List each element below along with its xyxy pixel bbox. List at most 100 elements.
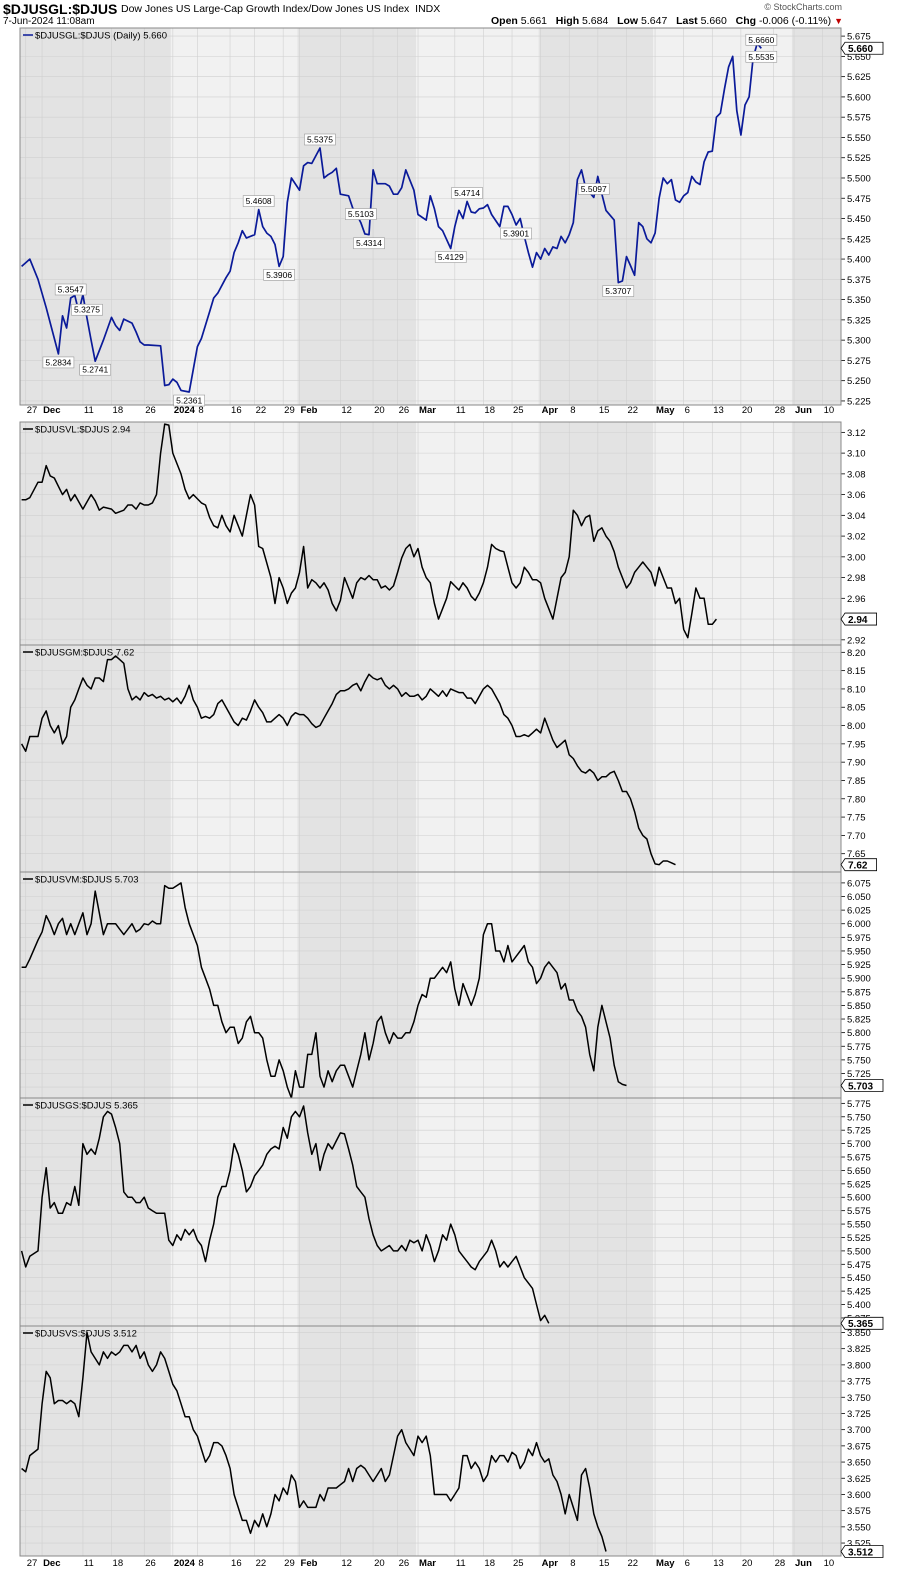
- panel-legend: $DJUSGS:$DJUS 5.365: [23, 1101, 138, 1112]
- y-tick-label: 3.00: [847, 552, 866, 563]
- quote-summary: Open 5.661 High 5.684 Low 5.647 Last 5.6…: [491, 15, 843, 27]
- y-tick-label: 8.10: [847, 684, 866, 695]
- month-band: [20, 645, 41, 872]
- annotation-box: [353, 237, 385, 250]
- x-tick-label: Mar: [419, 405, 436, 416]
- x-tick-label: 8: [570, 405, 575, 416]
- y-tick-label: 5.750: [847, 1055, 871, 1066]
- x-tick-label: 22: [256, 1558, 267, 1569]
- x-tick-label: Dec: [43, 405, 60, 416]
- x-tick-label: 20: [374, 1558, 385, 1569]
- y-tick-label: 5.600: [847, 92, 871, 103]
- y-tick-label: 6.000: [847, 919, 871, 930]
- x-tick-label: 22: [256, 405, 267, 416]
- month-band: [538, 1326, 654, 1556]
- y-tick-label: 8.20: [847, 648, 866, 659]
- y-tick-label: 6.075: [847, 878, 871, 889]
- y-tick-label: 3.08: [847, 469, 866, 480]
- price-annotation: 5.3901: [500, 227, 532, 240]
- month-band: [40, 422, 171, 645]
- x-tick-label: 18: [484, 405, 495, 416]
- y-tick-label: 5.800: [847, 1028, 871, 1039]
- y-tick-label: 3.600: [847, 1490, 871, 1501]
- y-tick-label: 5.425: [847, 234, 871, 245]
- y-tick-label: 3.625: [847, 1474, 871, 1485]
- last-value-label: 5.365: [848, 1319, 873, 1330]
- y-tick-label: 7.90: [847, 758, 866, 769]
- legend-label: $DJUSVL:$DJUS 2.94: [35, 425, 131, 436]
- x-tick-label: 20: [374, 405, 385, 416]
- price-annotation: 5.5375: [304, 133, 336, 146]
- last-label: Last: [676, 15, 698, 27]
- y-tick-label: 5.375: [847, 275, 871, 286]
- y-tick-label: 5.950: [847, 946, 871, 957]
- low-label: Low: [617, 15, 639, 27]
- y-tick-label: 5.575: [847, 1206, 871, 1217]
- x-tick-label: 8: [198, 1558, 203, 1569]
- last-value-label: 5.703: [848, 1081, 873, 1092]
- y-tick-label: 3.575: [847, 1506, 871, 1517]
- y-tick-label: 8.05: [847, 703, 866, 714]
- panel-legend: $DJUSGM:$DJUS 7.62: [23, 648, 134, 659]
- x-tick-label: 18: [484, 1558, 495, 1569]
- open-value: 5.661: [520, 15, 548, 27]
- x-tick-label: 27: [27, 1558, 38, 1569]
- y-tick-label: 5.600: [847, 1193, 871, 1204]
- x-tick-label: 22: [627, 1558, 638, 1569]
- high-value: 5.684: [582, 15, 609, 27]
- panel-3: 8.20 8.15 8.10 8.05 8.00 7.95 7.90 7.85 7.80 7.75…: [19, 644, 877, 873]
- y-tick-label: 5.550: [847, 133, 871, 144]
- y-tick-label: 5.450: [847, 1273, 871, 1284]
- annotation-box: [79, 363, 111, 376]
- x-tick-label: 13: [713, 1558, 724, 1569]
- y-tick-label: 5.525: [847, 153, 871, 164]
- price-annotation: 5.3547: [54, 283, 87, 296]
- last-value-box: [840, 1316, 884, 1330]
- last-value-box: [840, 41, 884, 55]
- x-tick-label: 11: [456, 1558, 466, 1569]
- x-tick-label: Apr: [542, 1558, 559, 1569]
- y-tick-label: 5.675: [847, 1153, 871, 1164]
- month-band: [297, 645, 416, 872]
- x-tick-label: 8: [198, 405, 203, 416]
- x-tick-label: 8: [570, 1558, 575, 1569]
- month-band: [297, 1326, 416, 1556]
- month-band: [538, 1098, 654, 1326]
- high-label: High: [555, 15, 580, 27]
- x-tick-label: Jun: [795, 405, 812, 416]
- y-tick-label: 5.675: [847, 32, 871, 43]
- y-tick-label: 5.625: [847, 72, 871, 83]
- y-tick-label: 5.400: [847, 255, 871, 266]
- y-tick-label: 3.775: [847, 1377, 871, 1388]
- y-tick-label: 5.250: [847, 376, 871, 387]
- legend-label: $DJUSGS:$DJUS 5.365: [35, 1101, 138, 1112]
- series-line: [20, 655, 676, 866]
- month-band: [40, 1098, 171, 1326]
- y-tick-label: 5.575: [847, 113, 871, 124]
- y-tick-label: 5.325: [847, 315, 871, 326]
- annotation-box: [451, 187, 483, 199]
- annotation-box: [54, 283, 87, 296]
- y-tick-label: 5.725: [847, 1069, 871, 1080]
- x-tick-label: 25: [513, 1558, 524, 1569]
- price-annotation: 5.5535: [745, 50, 778, 63]
- y-tick-label: 3.06: [847, 490, 866, 501]
- x-tick-label: 28: [775, 405, 786, 416]
- y-tick-label: 5.875: [847, 987, 871, 998]
- last-value-label: 3.512: [848, 1547, 873, 1558]
- last-value-box: [840, 1545, 884, 1558]
- y-tick-label: 5.775: [847, 1042, 871, 1053]
- y-tick-label: 3.04: [847, 511, 866, 522]
- annotation-label: 5.4714: [454, 188, 480, 198]
- x-tick-label: 22: [627, 405, 638, 416]
- month-band: [20, 1326, 41, 1556]
- x-axis-upper: 27 Dec 11 18 26 2024 8 16 22 29 Feb 12 20 26 Mar 11 18 25…: [27, 405, 834, 416]
- annotation-label: 5.5535: [748, 52, 774, 62]
- y-tick-label: 3.550: [847, 1522, 871, 1533]
- month-band: [40, 872, 171, 1098]
- panel-border: [19, 1325, 842, 1557]
- annotation-box: [71, 303, 103, 316]
- panel-6: 3.850 3.825 3.800 3.775 3.750 3.725 3.700 3.675…: [19, 1325, 884, 1558]
- y-tick-label: 5.975: [847, 933, 871, 944]
